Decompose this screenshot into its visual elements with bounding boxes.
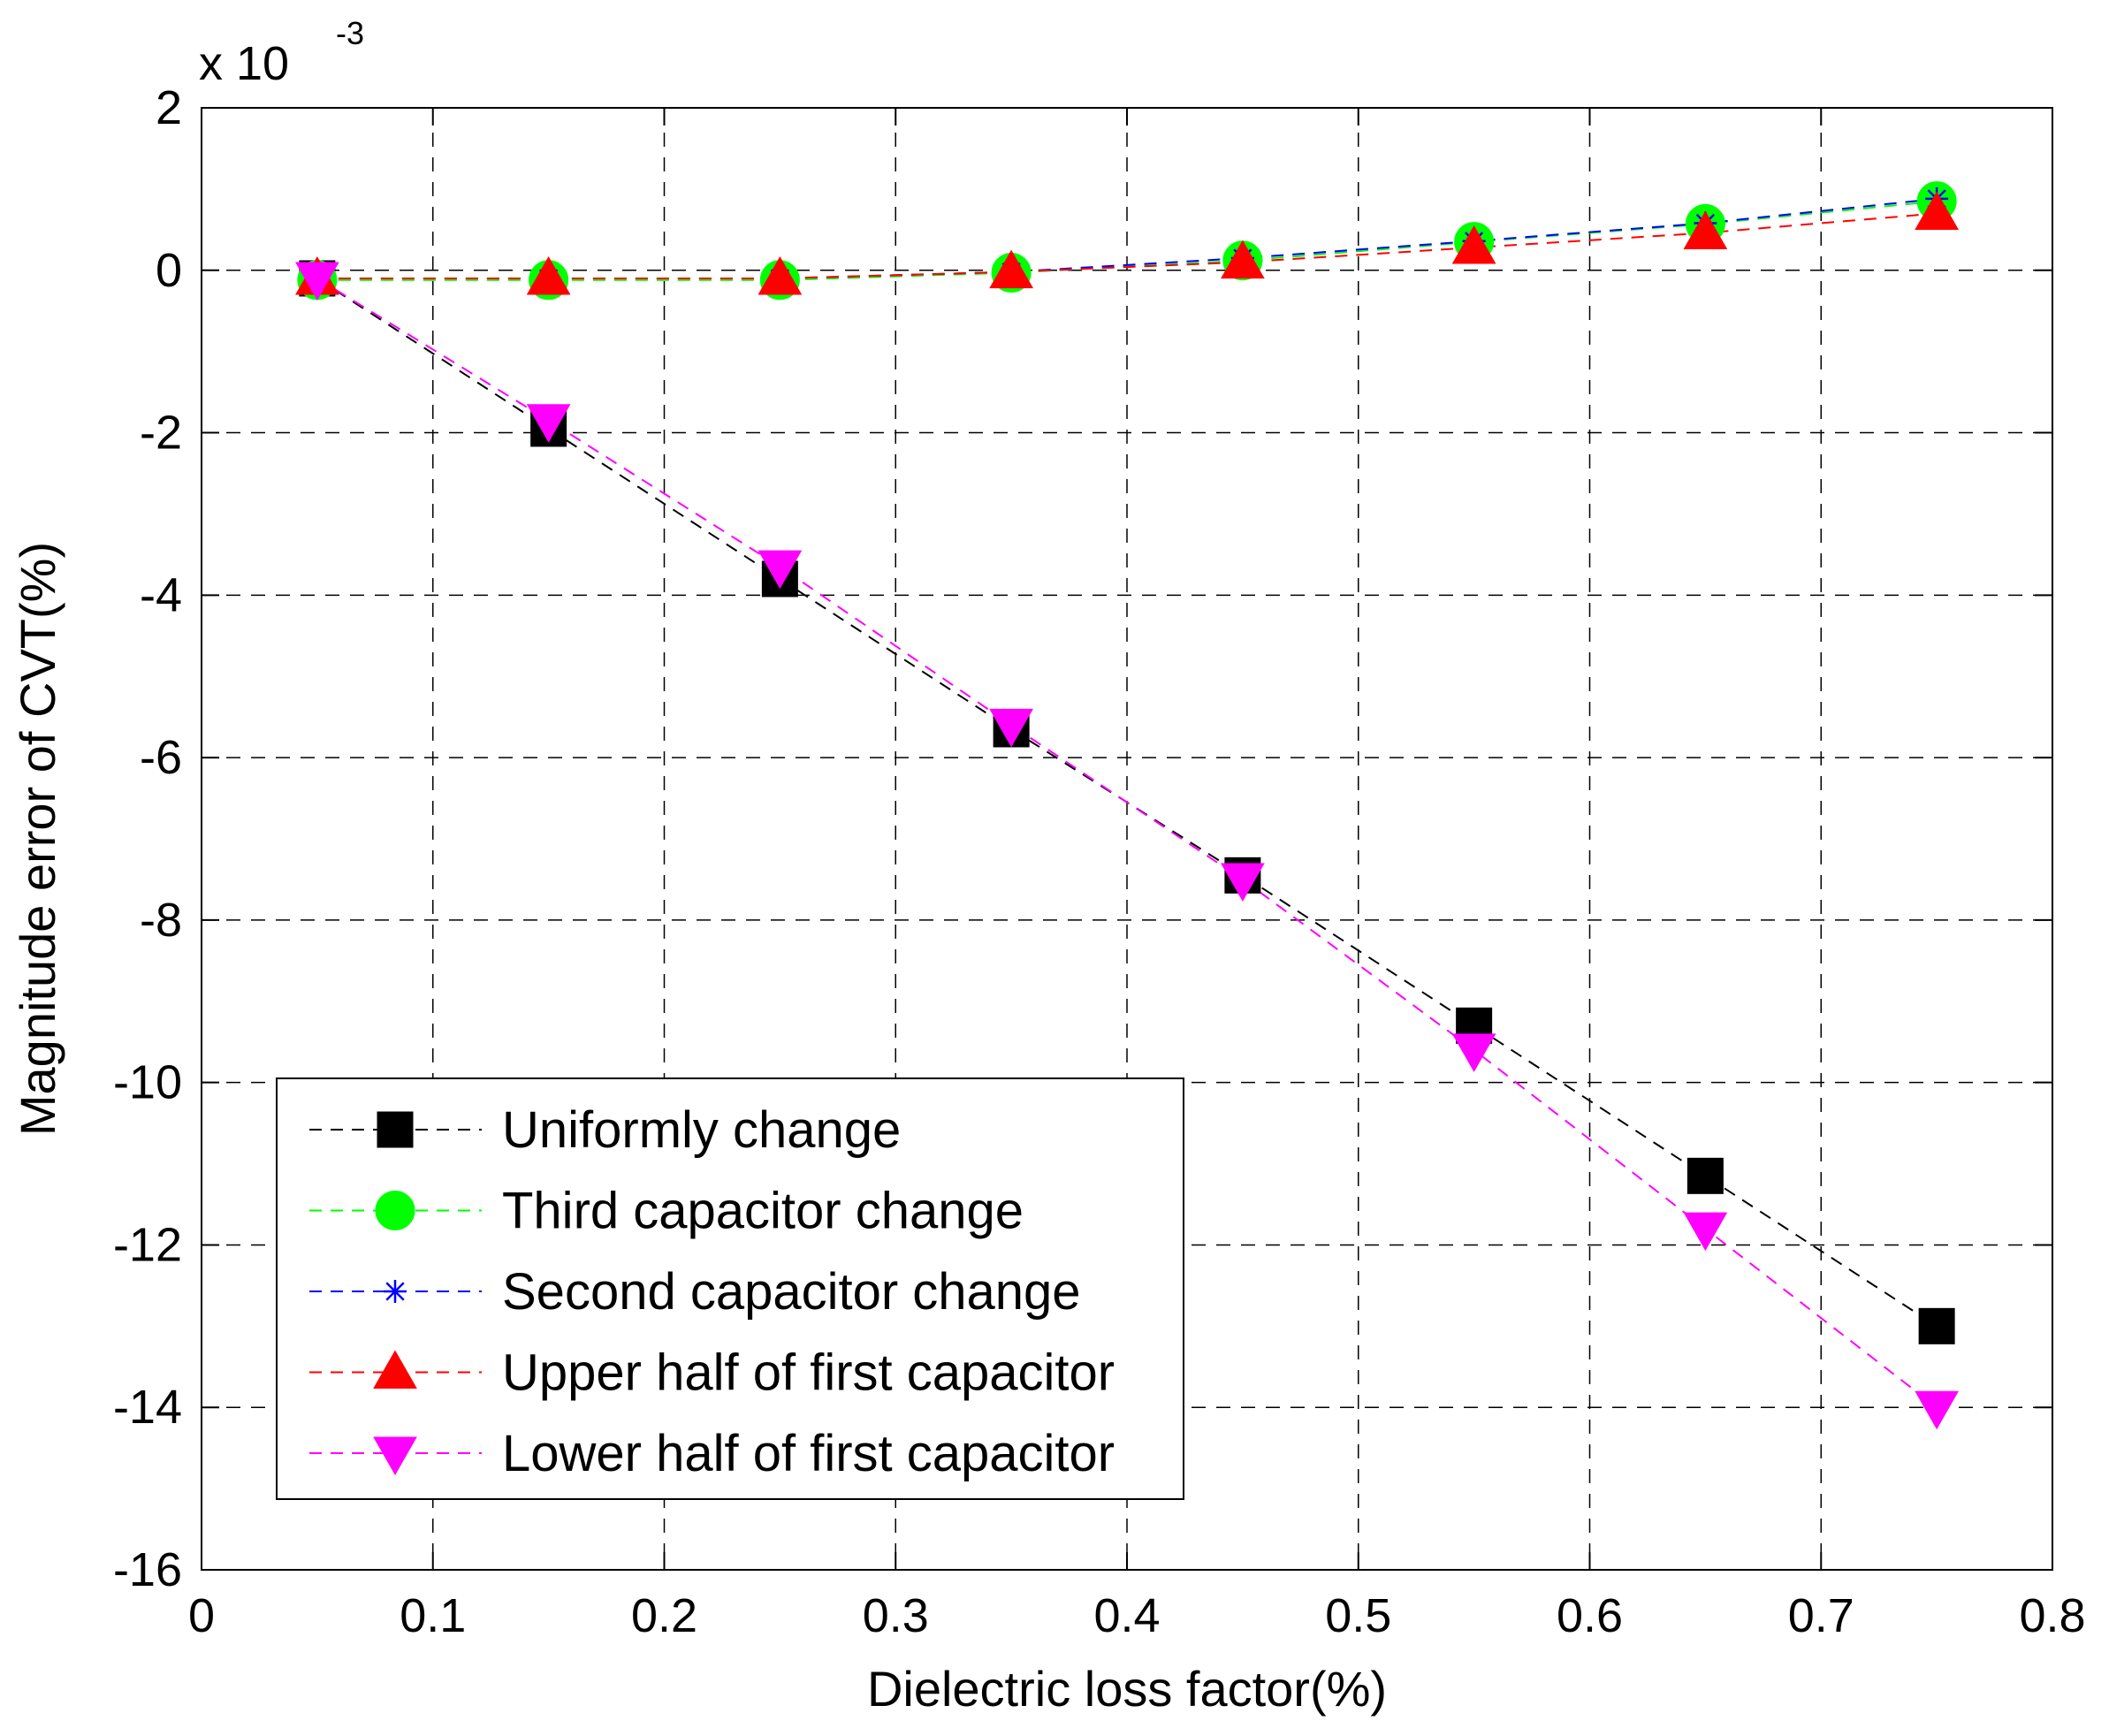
- y-tick-label: -16: [113, 1543, 182, 1596]
- x-tick-label: 0.7: [1788, 1589, 1854, 1642]
- legend-label: Lower half of first capacitor: [502, 1425, 1115, 1482]
- x-tick-labels: 0 0.1 0.2 0.3 0.4 0.5 0.6 0.7 0.8: [188, 1589, 2086, 1642]
- y-tick-label: -2: [140, 407, 182, 460]
- series-line: [316, 197, 1938, 279]
- data-point: [758, 550, 803, 590]
- y-tick-label: -14: [113, 1381, 182, 1434]
- axis-ticks: [201, 107, 2053, 1571]
- series-group: [295, 181, 1959, 1430]
- series-3: [316, 197, 1938, 279]
- legend-marker: [384, 1280, 407, 1303]
- legend-box: [276, 1077, 1184, 1500]
- legend-marker: [373, 1350, 417, 1389]
- x-tick-label: 0.4: [1093, 1589, 1160, 1642]
- x-tick-label: 0.6: [1557, 1589, 1623, 1642]
- x-tick-label: 0.2: [631, 1589, 697, 1642]
- y-tick-label: 0: [156, 244, 182, 297]
- y-axis-title: Magnitude error of CVT(%): [10, 542, 65, 1136]
- y-tick-label: -10: [113, 1056, 182, 1109]
- y-tick-label: -6: [140, 731, 182, 784]
- legend: Uniformly change Third capacitor change Se…: [276, 1077, 1184, 1500]
- series-4: [316, 212, 1938, 279]
- data-point: [1221, 863, 1265, 902]
- y-tick-label: 2: [156, 81, 182, 134]
- data-point: [1221, 240, 1265, 279]
- exponent-base: x 10: [199, 37, 289, 90]
- data-point: [758, 255, 803, 295]
- legend-entry: Second capacitor change: [309, 1263, 1081, 1321]
- series-line: [316, 212, 1938, 279]
- x-tick-label: 0.5: [1325, 1589, 1391, 1642]
- legend-entry: Lower half of first capacitor: [309, 1425, 1115, 1482]
- legend-label: Uniformly change: [502, 1101, 901, 1159]
- data-point: [1683, 210, 1728, 250]
- y-tick-label: -4: [140, 568, 182, 621]
- data-point: [1451, 1033, 1496, 1072]
- series-5: [316, 278, 1938, 1409]
- series-line: [316, 278, 1938, 1409]
- legend-entry: Upper half of first capacitor: [309, 1344, 1115, 1402]
- x-tick-label: 0: [188, 1589, 215, 1642]
- series-5-markers: [295, 262, 1959, 1430]
- y-tick-label: -8: [140, 894, 182, 947]
- data-point: [295, 262, 339, 301]
- y-tick-label: -12: [113, 1218, 182, 1271]
- data-point: [989, 708, 1033, 748]
- legend-label: Second capacitor change: [502, 1263, 1081, 1321]
- data-point: [1683, 1212, 1728, 1252]
- data-point: [1451, 225, 1496, 264]
- x-tick-label: 0.8: [2019, 1589, 2085, 1642]
- y-exponent-label: x 10 -3: [199, 15, 364, 90]
- data-point: [1918, 1307, 1955, 1344]
- data-point: [526, 255, 571, 295]
- x-tick-label: 0.1: [400, 1589, 466, 1642]
- legend-label: Third capacitor change: [502, 1183, 1024, 1240]
- y-tick-labels: 2 0 -2 -4 -6 -8 -10 -12 -14 -16: [113, 81, 182, 1596]
- data-point: [989, 249, 1033, 289]
- x-axis-title: Dielectric loss factor(%): [867, 1661, 1387, 1717]
- data-point: [1915, 191, 1959, 230]
- legend-label: Upper half of first capacitor: [502, 1344, 1115, 1402]
- data-point: [1915, 1390, 1959, 1430]
- legend-marker: [375, 1191, 415, 1230]
- legend-entry: Uniformly change: [309, 1101, 901, 1159]
- legend-entry: Third capacitor change: [309, 1183, 1024, 1240]
- legend-marker: [377, 1111, 414, 1148]
- legend-entries: Uniformly change Third capacitor change Se…: [309, 1101, 1115, 1482]
- exponent-power: -3: [336, 15, 364, 51]
- legend-marker: [373, 1436, 417, 1476]
- series-4-markers: [295, 191, 1959, 295]
- data-point: [1686, 1157, 1724, 1194]
- x-tick-label: 0.3: [863, 1589, 929, 1642]
- data-point: [526, 404, 571, 443]
